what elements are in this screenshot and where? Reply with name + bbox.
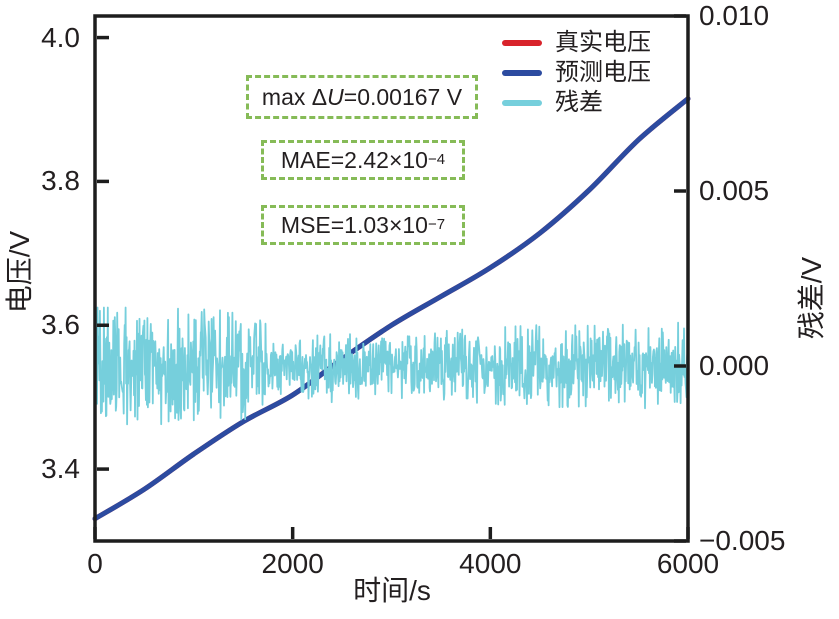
predicted-voltage-line-swatch bbox=[502, 69, 542, 76]
y-tick-label-left: 3.8 bbox=[41, 165, 80, 197]
legend-item-residual: 残差 bbox=[502, 88, 651, 116]
annotation-text: =0.00167 V bbox=[343, 83, 463, 110]
annotation-mse: MSE=1.03×10 −7 bbox=[261, 205, 465, 245]
x-tick-label: 4000 bbox=[459, 548, 522, 579]
annotation-max-delta-u: max Δ U =0.00167 V bbox=[246, 75, 478, 119]
legend: 真实电压 预测电压 残差 bbox=[502, 28, 651, 116]
left-y-axis-title: 电压/V bbox=[4, 230, 35, 314]
x-axis-title: 时间/s bbox=[353, 575, 431, 606]
legend-item-true-voltage: 真实电压 bbox=[502, 28, 651, 56]
y-tick-label-right: −0.005 bbox=[699, 525, 786, 556]
annotation-text: MAE=2.42×10 bbox=[280, 146, 428, 173]
legend-label: 残差 bbox=[555, 88, 603, 116]
x-tick-label: 2000 bbox=[261, 548, 324, 579]
true-voltage-line-swatch bbox=[502, 39, 542, 46]
annotation-text-italic: U bbox=[327, 83, 344, 110]
y-tick-label-right: 0.000 bbox=[699, 350, 770, 381]
x-tick-label: 0 bbox=[87, 548, 103, 579]
x-tick-label: 6000 bbox=[656, 548, 720, 579]
residual-line-swatch bbox=[502, 99, 542, 106]
y-tick-label-left: 3.6 bbox=[41, 309, 80, 341]
legend-item-predicted-voltage: 预测电压 bbox=[502, 58, 651, 86]
annotation-mae: MAE=2.42×10 −4 bbox=[261, 140, 465, 180]
y-tick-label-left: 4.0 bbox=[41, 21, 80, 53]
y-tick-label-right: 0.010 bbox=[699, 0, 770, 31]
legend-label: 真实电压 bbox=[555, 28, 651, 56]
legend-label: 预测电压 bbox=[555, 58, 651, 86]
y-tick-label-left: 3.4 bbox=[41, 453, 80, 485]
annotation-text: max Δ bbox=[261, 83, 328, 110]
right-y-axis-title: 残差/V bbox=[796, 256, 827, 340]
y-tick-label-right: 0.005 bbox=[699, 175, 770, 206]
annotation-text: MSE=1.03×10 bbox=[280, 211, 428, 238]
